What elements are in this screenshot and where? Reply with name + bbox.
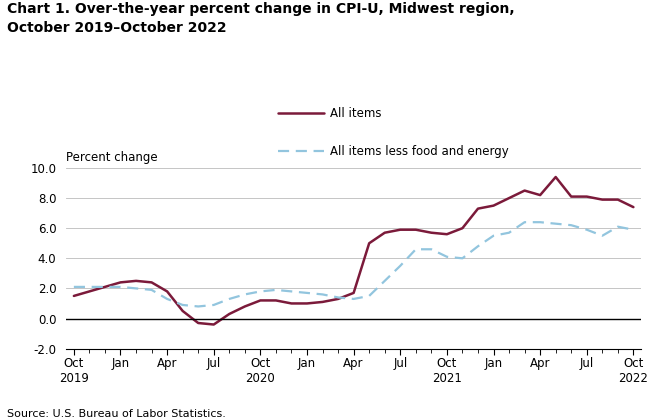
- All items: [629, 205, 637, 210]
- All items less food and energy: [116, 284, 124, 289]
- All items less food and energy: [288, 289, 295, 294]
- All items: [443, 232, 451, 237]
- All items: [505, 196, 513, 201]
- All items less food and energy: [319, 292, 327, 297]
- All items: [225, 312, 233, 317]
- All items less food and energy: [70, 284, 78, 289]
- All items: [147, 280, 155, 285]
- All items: [490, 203, 498, 208]
- All items less food and energy: [256, 289, 264, 294]
- All items less food and energy: [241, 292, 249, 297]
- All items less food and energy: [614, 224, 622, 229]
- All items: [598, 197, 606, 202]
- All items: [303, 301, 311, 306]
- All items less food and energy: [412, 247, 420, 252]
- All items: [536, 192, 544, 198]
- All items: [381, 230, 389, 235]
- All items less food and energy: [210, 302, 217, 307]
- All items less food and energy: [567, 223, 575, 228]
- All items less food and energy: [163, 297, 171, 302]
- All items: [272, 298, 280, 303]
- All items: [101, 284, 109, 289]
- All items: [210, 322, 217, 327]
- Text: All items less food and energy: All items less food and energy: [330, 145, 509, 158]
- Text: Percent change: Percent change: [66, 151, 158, 164]
- All items: [334, 297, 342, 302]
- All items less food and energy: [536, 220, 544, 225]
- Text: All items: All items: [330, 107, 382, 120]
- All items: [412, 227, 420, 232]
- All items less food and energy: [629, 227, 637, 232]
- All items: [474, 206, 482, 211]
- All items: [583, 194, 591, 199]
- Text: Chart 1. Over-the-year percent change in CPI-U, Midwest region,
October 2019–Oct: Chart 1. Over-the-year percent change in…: [7, 2, 514, 34]
- All items: [70, 294, 78, 299]
- All items: [552, 175, 560, 180]
- All items less food and energy: [521, 220, 529, 225]
- All items less food and energy: [101, 284, 109, 289]
- All items: [567, 194, 575, 199]
- All items less food and energy: [443, 254, 451, 259]
- All items less food and energy: [350, 297, 358, 302]
- All items: [366, 241, 373, 246]
- All items less food and energy: [459, 256, 467, 261]
- All items less food and energy: [225, 297, 233, 302]
- All items less food and energy: [85, 284, 93, 289]
- All items: [614, 197, 622, 202]
- All items less food and energy: [272, 287, 280, 292]
- All items less food and energy: [132, 286, 140, 291]
- Line: All items: All items: [74, 177, 633, 325]
- All items less food and energy: [490, 233, 498, 238]
- All items less food and energy: [381, 278, 389, 284]
- All items: [194, 320, 202, 326]
- All items: [428, 230, 436, 235]
- All items less food and energy: [147, 287, 155, 292]
- All items less food and energy: [303, 290, 311, 295]
- All items: [85, 289, 93, 294]
- All items less food and energy: [474, 244, 482, 249]
- Line: All items less food and energy: All items less food and energy: [74, 222, 633, 307]
- All items less food and energy: [598, 233, 606, 238]
- All items: [241, 304, 249, 309]
- All items: [163, 289, 171, 294]
- All items: [256, 298, 264, 303]
- All items: [459, 226, 467, 231]
- All items less food and energy: [428, 247, 436, 252]
- All items: [350, 290, 358, 295]
- All items: [178, 308, 186, 313]
- All items: [319, 299, 327, 304]
- All items less food and energy: [194, 304, 202, 309]
- All items: [397, 227, 405, 232]
- All items less food and energy: [505, 230, 513, 235]
- All items: [288, 301, 295, 306]
- All items less food and energy: [397, 263, 405, 268]
- All items: [521, 188, 529, 193]
- All items less food and energy: [552, 221, 560, 226]
- All items less food and energy: [178, 302, 186, 307]
- All items less food and energy: [583, 227, 591, 232]
- Text: Source: U.S. Bureau of Labor Statistics.: Source: U.S. Bureau of Labor Statistics.: [7, 409, 225, 419]
- All items: [132, 278, 140, 284]
- All items less food and energy: [334, 295, 342, 300]
- All items: [116, 280, 124, 285]
- All items less food and energy: [366, 294, 373, 299]
